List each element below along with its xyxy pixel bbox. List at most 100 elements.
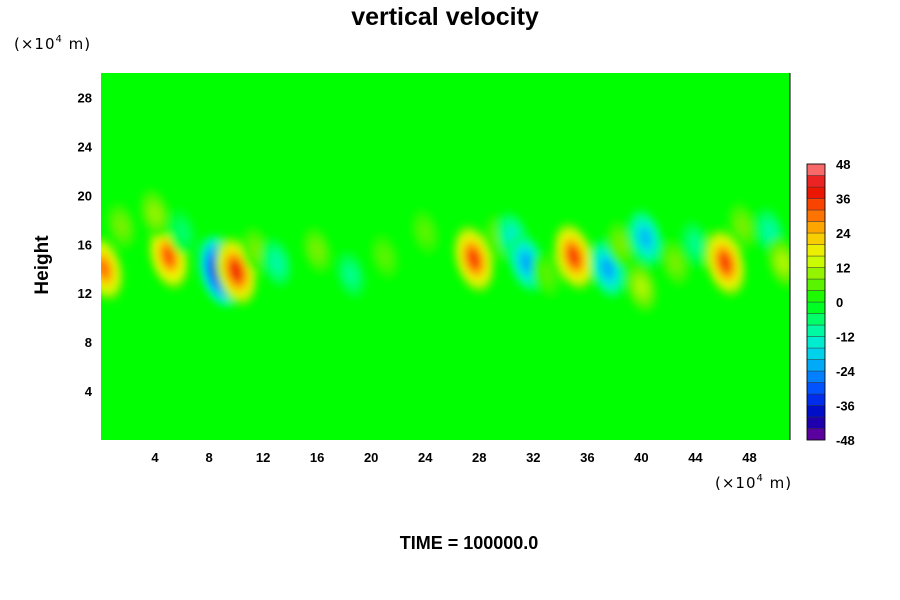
colorbar-segment	[806, 198, 826, 211]
colorbar-segment	[806, 186, 826, 199]
field-contour	[718, 251, 733, 274]
colorbar-segment	[806, 221, 826, 234]
colorbar-segment	[806, 393, 826, 406]
field-contour	[615, 236, 627, 253]
field-contour	[601, 258, 614, 279]
colorbar-tick-label: 0	[836, 295, 843, 310]
colorbar-segment	[806, 244, 826, 257]
colorbar-tick-label: -24	[836, 364, 856, 379]
x-tick-label: 12	[256, 450, 270, 465]
colorbar-tick-label: -48	[836, 433, 855, 448]
field-feature	[727, 201, 759, 251]
field-contour	[161, 245, 176, 268]
colorbar-frame	[806, 163, 826, 441]
colorbar-segment	[806, 405, 826, 418]
x-axis-ticks: 4 8 12 16 20 24 28 32 36 40 44 48	[151, 450, 756, 465]
colorbar-segment	[806, 175, 826, 188]
x-tick-label: 16	[310, 450, 324, 465]
field-feature	[369, 232, 400, 281]
x-tick-label: 20	[364, 450, 378, 465]
y-axis-title: Height	[32, 235, 53, 295]
colorbar-tick-label: 48	[836, 157, 850, 172]
field-contour	[639, 228, 652, 248]
y-axis-unit: (×104 m)	[14, 34, 91, 53]
velocity-field	[101, 188, 790, 313]
colorbar-tick-label: 24	[836, 226, 851, 241]
y-tick-label: 28	[78, 90, 92, 105]
field-contour	[520, 252, 533, 273]
x-tick-label: 40	[634, 450, 648, 465]
colorbar-segment	[806, 209, 826, 222]
x-tick-label: 36	[580, 450, 594, 465]
x-tick-label: 24	[418, 450, 433, 465]
colorbar-segment	[806, 382, 826, 395]
x-tick-label: 32	[526, 450, 540, 465]
x-tick-label: 44	[688, 450, 703, 465]
field-feature	[453, 225, 495, 293]
field-contour	[345, 266, 357, 284]
field-contour	[420, 224, 431, 241]
colorbar-tick-label: 36	[836, 192, 850, 207]
field-contour	[116, 217, 127, 235]
field-feature	[553, 223, 595, 290]
colorbar-segment	[806, 324, 826, 337]
colorbar-segment	[806, 163, 826, 176]
field-feature	[101, 236, 124, 301]
field-feature	[410, 208, 441, 256]
field-feature	[301, 226, 333, 275]
field-feature	[627, 209, 664, 267]
field-feature	[680, 220, 711, 269]
colorbar-segment	[806, 370, 826, 383]
plot-area	[101, 73, 791, 440]
chart-title: vertical velocity	[351, 3, 539, 31]
field-contour	[541, 266, 552, 283]
y-tick-label: 20	[78, 188, 92, 203]
field-feature	[335, 250, 367, 300]
y-tick-label: 16	[78, 237, 92, 252]
colorbar-segment	[806, 255, 826, 268]
colorbar-ticks: 48 36 24 12 0 -12 -24 -36 -48	[836, 157, 856, 448]
field-feature	[260, 237, 293, 288]
field-contour	[635, 278, 647, 296]
colorbar-segment	[806, 359, 826, 372]
field-feature	[139, 188, 171, 239]
field-contour	[271, 254, 282, 272]
field-contour	[311, 242, 323, 259]
colorbar-tick-label: -36	[836, 399, 855, 414]
x-tick-label: 8	[205, 450, 212, 465]
field-feature	[105, 201, 137, 251]
time-label: TIME = 100000.0	[400, 533, 539, 553]
field-contour	[149, 205, 161, 223]
x-tick-label: 48	[742, 450, 756, 465]
field-feature	[167, 208, 198, 256]
field-contour	[229, 259, 244, 283]
y-tick-label: 8	[85, 335, 92, 350]
colorbar-segment	[806, 347, 826, 360]
colorbar-segment	[806, 290, 826, 303]
field-contour	[466, 247, 481, 271]
colorbar-tick-label: 12	[836, 261, 850, 276]
field-contour	[737, 217, 748, 235]
field-contour	[101, 257, 111, 280]
y-tick-label: 12	[78, 286, 92, 301]
field-contour	[690, 236, 701, 253]
x-tick-label: 28	[472, 450, 486, 465]
colorbar	[806, 163, 826, 441]
colorbar-segment	[806, 301, 826, 314]
field-contour	[379, 248, 390, 265]
field-contour	[251, 242, 262, 259]
colorbar-segment	[806, 267, 826, 280]
field-contour	[176, 224, 188, 241]
field-contour	[777, 253, 789, 272]
y-axis-ticks: 4 8 12 16 20 24 28	[78, 90, 93, 399]
colorbar-segment	[806, 313, 826, 326]
field-feature	[625, 261, 658, 313]
colorbar-tick-label: -12	[836, 330, 855, 345]
colorbar-segment	[806, 336, 826, 349]
colorbar-segment	[806, 428, 826, 441]
field-contour	[566, 245, 581, 268]
colorbar-segment	[806, 416, 826, 429]
field-contour	[764, 223, 776, 241]
y-tick-label: 24	[78, 139, 93, 154]
colorbar-segment	[806, 278, 826, 291]
